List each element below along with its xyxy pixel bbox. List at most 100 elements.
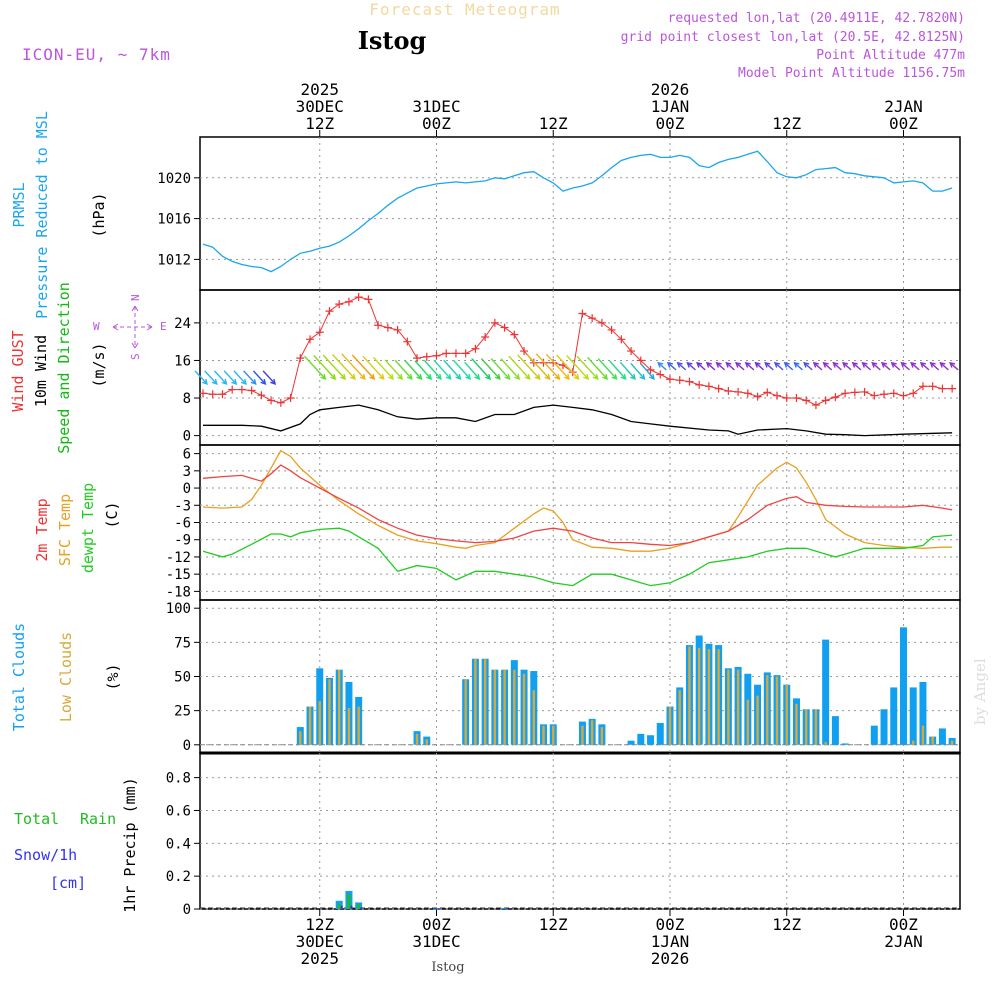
y-tick-label: 0.2 bbox=[166, 869, 191, 885]
gust-marker bbox=[267, 396, 276, 405]
wind-arrow-head bbox=[240, 378, 247, 385]
gust-marker bbox=[208, 390, 217, 399]
wind-direction-arrow bbox=[464, 361, 480, 380]
gridpoint-coords: grid point closest lon,lat (20.5E, 42.81… bbox=[621, 30, 965, 45]
wind-arrow-head bbox=[211, 378, 218, 385]
bottom-tick-label: 12Z bbox=[772, 915, 801, 934]
model-label: ICON-EU, ~ 7km bbox=[22, 45, 171, 64]
y-tick-label: 0 bbox=[183, 902, 191, 918]
y-tick-label: 25 bbox=[174, 704, 191, 720]
pressure-line bbox=[202, 150, 953, 273]
low-cloud-bar bbox=[464, 679, 467, 745]
wind-direction-arrow bbox=[823, 362, 833, 371]
compass-e: E bbox=[160, 320, 167, 333]
y-tick-label: -15 bbox=[166, 567, 191, 583]
wind-direction-arrow bbox=[842, 362, 852, 371]
gust-marker bbox=[471, 344, 480, 353]
low-cloud-bar bbox=[814, 709, 818, 745]
gust-marker bbox=[432, 351, 441, 360]
gust-marker bbox=[685, 377, 694, 386]
wind-arrow-head bbox=[744, 361, 751, 368]
top-tick-label: 00Z bbox=[422, 114, 451, 133]
low-cloud-bar bbox=[483, 658, 487, 745]
y-tick-label: 0.4 bbox=[166, 836, 191, 852]
low-cloud-bar bbox=[600, 727, 604, 745]
wind-direction-arrow bbox=[587, 356, 608, 380]
top-tick-label: 00Z bbox=[889, 114, 918, 133]
point-altitude: Point Altitude 477m bbox=[816, 48, 965, 63]
total-cloud-bar bbox=[919, 681, 927, 745]
wind-direction-arrow bbox=[213, 370, 227, 385]
gust-marker bbox=[588, 314, 597, 323]
footer-location: Istog bbox=[431, 960, 464, 975]
wind-direction-arrow bbox=[394, 359, 413, 380]
gust-marker bbox=[325, 307, 334, 316]
wind-arrow-head bbox=[715, 361, 722, 368]
total-cloud-bar bbox=[656, 722, 664, 745]
wind-speed-line bbox=[203, 404, 953, 437]
top-tick-label: 30DEC bbox=[296, 97, 344, 116]
low-cloud-bar bbox=[950, 740, 954, 745]
wind-direction-arrow bbox=[640, 363, 655, 380]
gust-marker bbox=[315, 328, 324, 337]
wind-direction-arrow bbox=[566, 355, 589, 380]
pressure-unit: (hPa) bbox=[90, 192, 108, 237]
watermark: by Angel bbox=[971, 658, 989, 725]
wind-arrow-head bbox=[250, 378, 257, 385]
bottom-tick-label: 2025 bbox=[300, 949, 339, 968]
wind-arrow-head bbox=[764, 361, 771, 368]
low-cloud-bar bbox=[590, 720, 594, 745]
wind-direction-arrow bbox=[576, 355, 599, 380]
top-tick-label: 12Z bbox=[539, 114, 568, 133]
wind-direction-arrow bbox=[490, 358, 510, 380]
precip-snow-bar bbox=[340, 905, 343, 909]
wind-arrow-head bbox=[485, 373, 491, 380]
gust-marker bbox=[578, 309, 587, 318]
wind-arrow-head bbox=[851, 361, 858, 368]
low-cloud-bar bbox=[688, 646, 691, 745]
gust-marker bbox=[286, 394, 295, 403]
total-cloud-bar bbox=[637, 733, 645, 745]
wind-direction-arrow bbox=[677, 362, 687, 371]
wind-arrow-head bbox=[544, 373, 551, 380]
gust-marker bbox=[451, 349, 460, 358]
y-tick-label: -18 bbox=[166, 584, 191, 600]
bottom-tick-label: 31DEC bbox=[412, 932, 460, 951]
wind-arrow-head bbox=[812, 361, 819, 368]
bottom-tick-label: 2026 bbox=[651, 949, 690, 968]
wind-direction-arrow bbox=[910, 362, 920, 371]
wind-direction-arrow bbox=[794, 362, 803, 371]
bottom-tick-label: 00Z bbox=[422, 915, 451, 934]
top-tick-label: 1JAN bbox=[651, 97, 690, 116]
wind-arrow-head bbox=[524, 373, 531, 380]
wind-direction-arrow bbox=[657, 362, 667, 371]
low-cloud-bar bbox=[736, 669, 740, 745]
gust-marker bbox=[909, 389, 918, 398]
wind-direction-arrow bbox=[609, 360, 627, 380]
temp-sfc-label: SFC Temp bbox=[56, 494, 74, 566]
wind-direction-arrow bbox=[871, 362, 881, 371]
gust-marker bbox=[461, 349, 470, 358]
y-tick-label: 100 bbox=[166, 601, 191, 617]
top-tick-label: 2JAN bbox=[884, 97, 923, 116]
wind-arrow-head bbox=[445, 373, 452, 380]
wind-arrow-head bbox=[378, 373, 385, 380]
gust-marker bbox=[841, 389, 850, 398]
wind-direction-arrow bbox=[696, 362, 706, 371]
top-tick-label: 2025 bbox=[300, 80, 339, 99]
wind-direction-arrow bbox=[322, 354, 346, 380]
y-tick-label: 1020 bbox=[157, 171, 191, 187]
total-cloud-bar bbox=[899, 627, 907, 745]
precip-snow-bar bbox=[360, 907, 363, 909]
wind-arrow-head bbox=[630, 373, 636, 380]
top-tick-label: 12Z bbox=[305, 114, 334, 133]
bottom-tick-label: 30DEC bbox=[296, 932, 344, 951]
low-cloud-bar bbox=[542, 725, 545, 745]
wind-direction-arrow bbox=[852, 362, 862, 371]
wind-arrow-head bbox=[435, 373, 442, 380]
top-tick-label: 31DEC bbox=[412, 97, 460, 116]
low-cloud-bar bbox=[318, 701, 321, 745]
y-tick-label: -9 bbox=[174, 533, 191, 549]
